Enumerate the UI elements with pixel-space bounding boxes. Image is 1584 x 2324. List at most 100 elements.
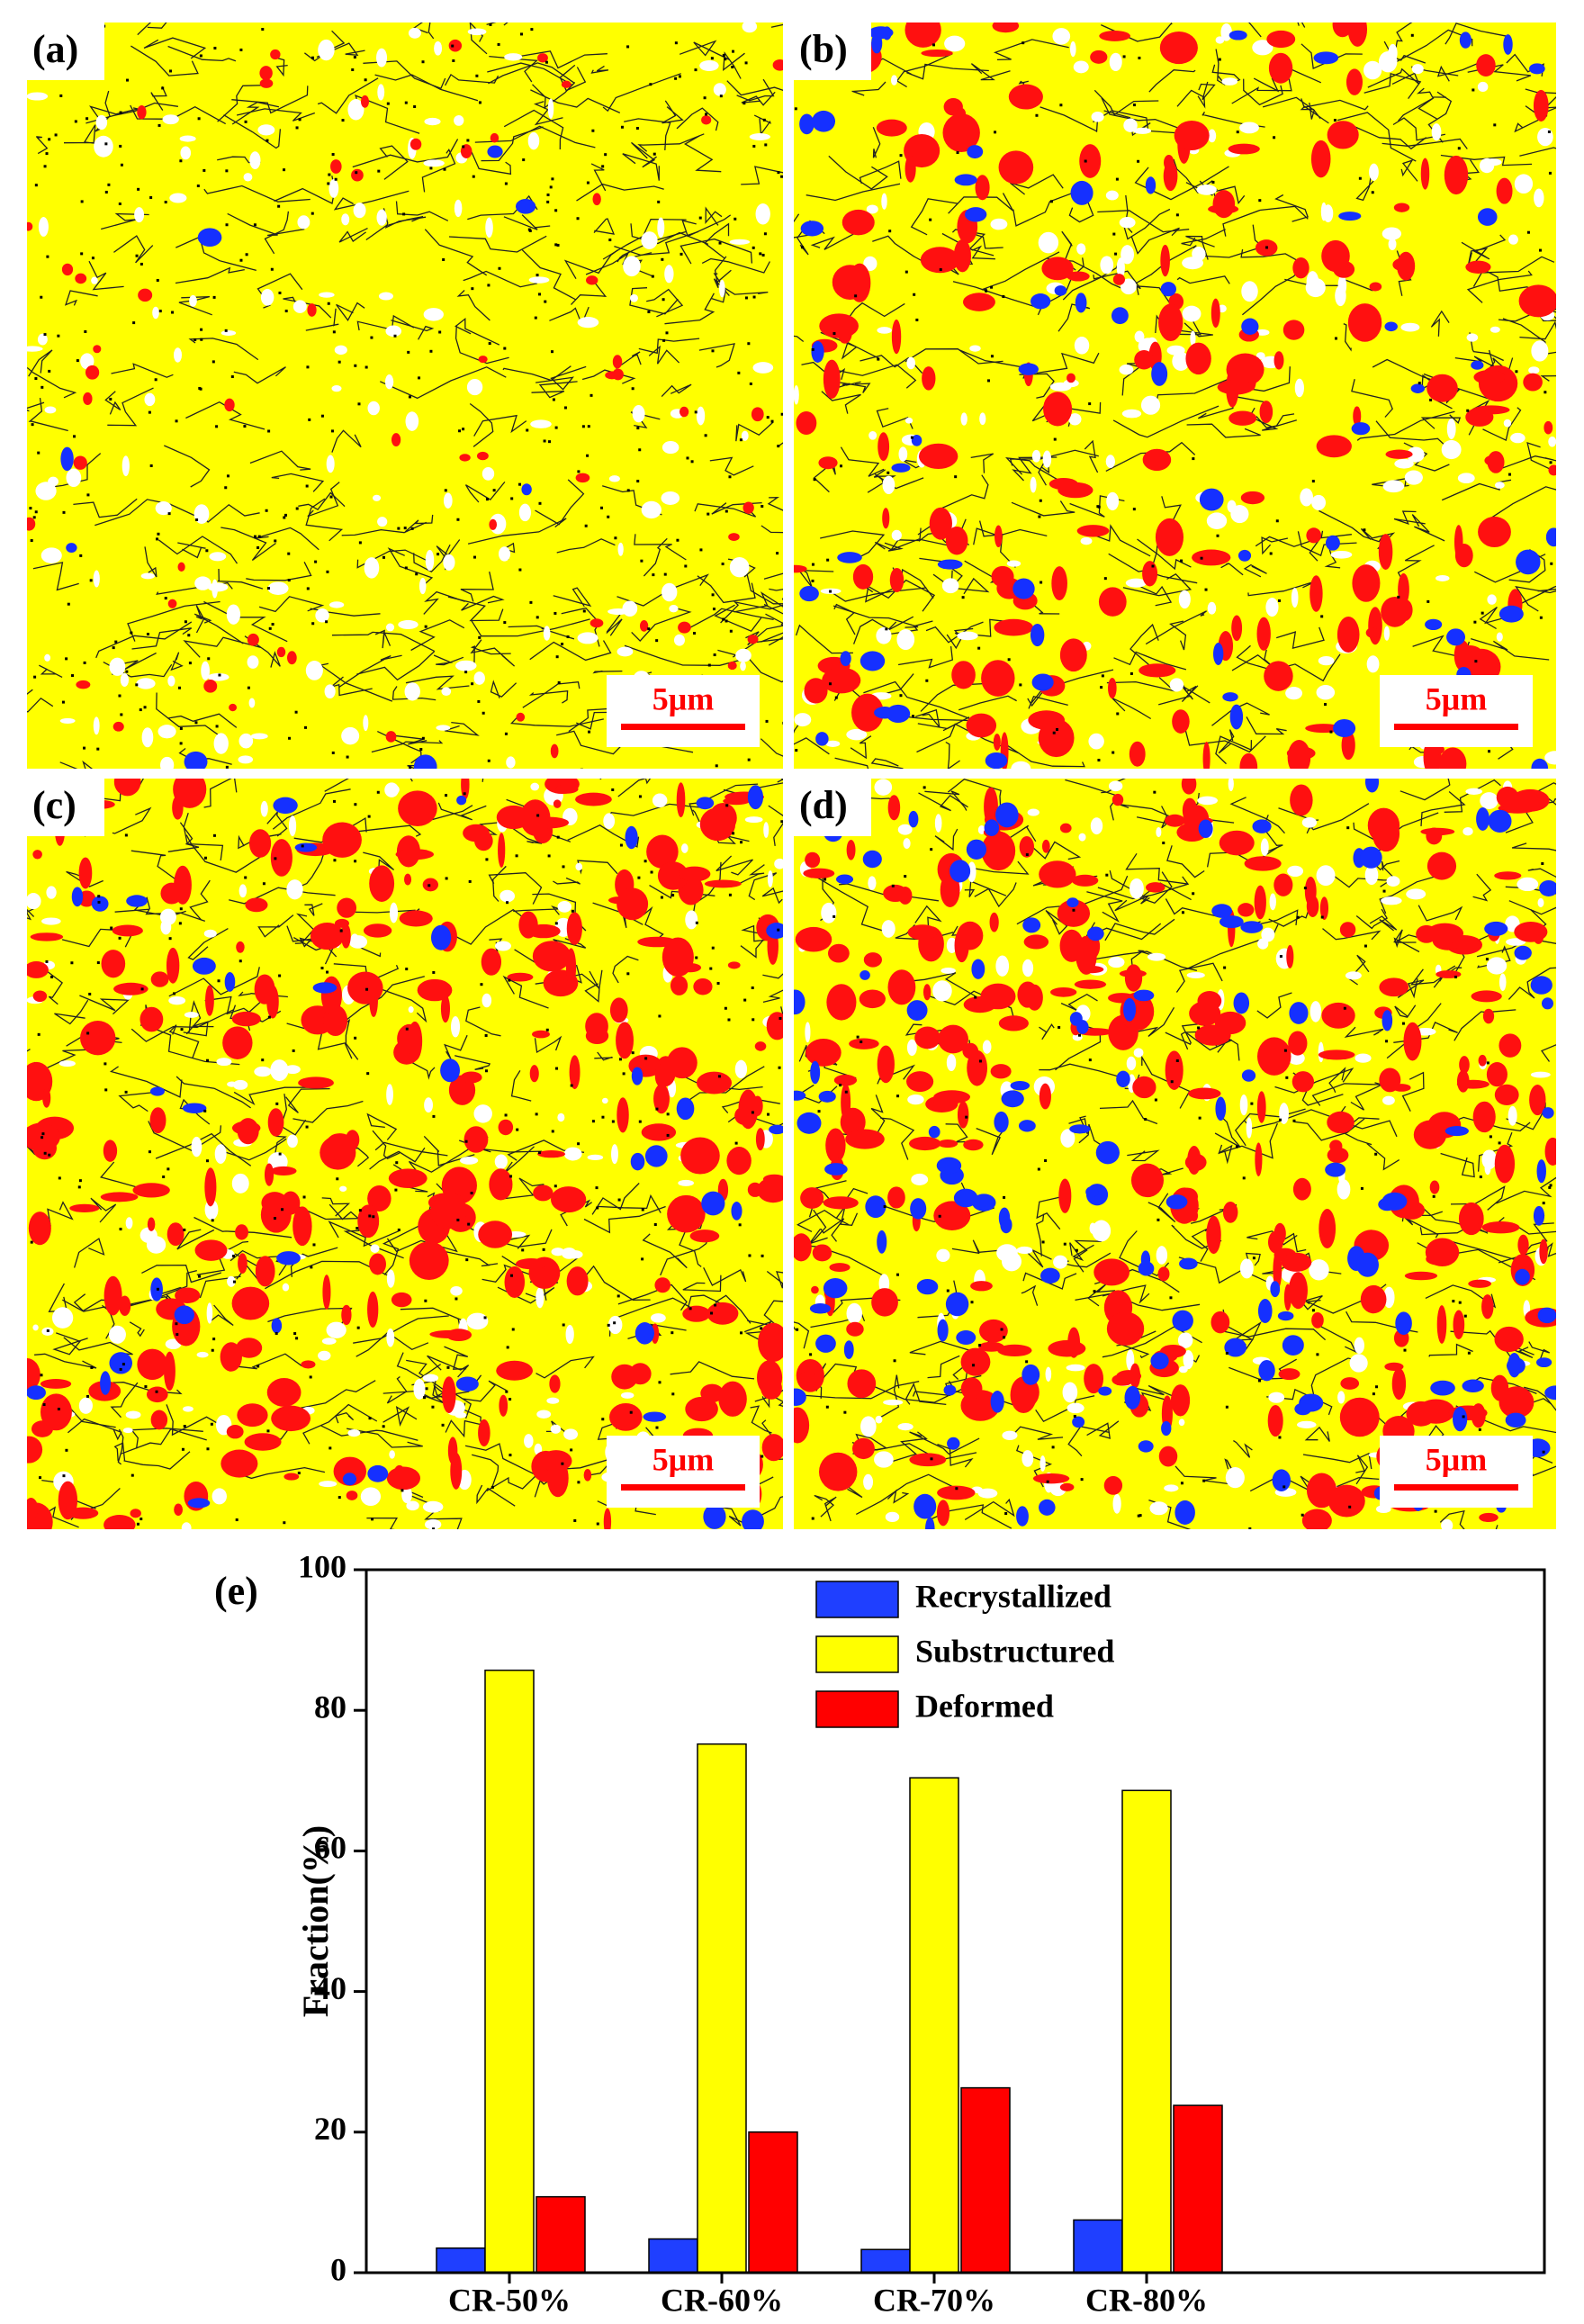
grain-boundary: [176, 236, 256, 272]
grain: [954, 174, 977, 186]
grain: [1182, 257, 1203, 270]
pixel-dot: [591, 129, 595, 132]
grain: [1019, 835, 1035, 858]
grain: [657, 217, 665, 239]
grain: [126, 895, 148, 907]
grain: [347, 971, 383, 1004]
grain: [1210, 1311, 1230, 1334]
pixel-dot: [1225, 1405, 1228, 1409]
grain: [478, 1221, 513, 1248]
grain: [946, 1054, 957, 1072]
grain: [1400, 322, 1420, 332]
grain: [389, 902, 399, 923]
pixel-dot: [432, 1114, 436, 1118]
pixel-dot: [519, 32, 523, 36]
pixel-dot: [571, 909, 574, 913]
pixel-dot: [1429, 398, 1433, 401]
grain-boundary: [1541, 1242, 1556, 1257]
grain: [1530, 1071, 1551, 1078]
pixel-dot: [751, 1111, 754, 1114]
grain-boundary: [1214, 1115, 1241, 1148]
grain: [922, 366, 936, 391]
grain-boundary: [795, 624, 853, 654]
grain: [754, 1041, 767, 1051]
pixel-dot: [34, 377, 38, 381]
grain: [752, 362, 774, 374]
grain-boundary: [1184, 729, 1266, 753]
grain: [1057, 899, 1091, 927]
grain-boundary: [1075, 1293, 1201, 1311]
grain: [341, 923, 351, 949]
grain-boundary: [741, 91, 776, 106]
pixel-dot: [205, 549, 209, 553]
pixel-dot: [295, 507, 299, 510]
grain: [823, 359, 841, 399]
pixel-dot: [1025, 1360, 1029, 1364]
grain: [1174, 1500, 1195, 1525]
grain: [537, 53, 548, 63]
pixel-dot: [78, 1179, 82, 1183]
grain-boundary: [796, 1209, 850, 1232]
grain: [1439, 747, 1467, 769]
grain: [1457, 473, 1475, 484]
pixel-dot: [618, 1058, 622, 1061]
grain: [122, 1428, 133, 1434]
pixel-dot: [780, 175, 783, 178]
grain: [455, 660, 477, 671]
grain-boundary: [862, 579, 936, 612]
grain: [794, 1233, 812, 1262]
pixel-dot: [485, 498, 489, 501]
grain: [653, 1084, 670, 1114]
grain-boundary: [1178, 1257, 1277, 1287]
pixel-dot: [382, 555, 385, 559]
grain-boundary: [581, 369, 636, 384]
grain: [1121, 409, 1142, 419]
grain: [1537, 897, 1544, 908]
grain: [630, 1152, 645, 1171]
pixel-dot: [922, 786, 926, 789]
grain: [1306, 1473, 1337, 1509]
pixel-dot: [438, 330, 442, 334]
grain: [407, 1021, 423, 1061]
grain-boundary: [742, 1496, 783, 1526]
map-background: [27, 779, 783, 1529]
grain: [1487, 594, 1497, 605]
bar: [1121, 1789, 1172, 2274]
grain-boundary: [118, 1091, 157, 1112]
pixel-dot: [536, 274, 539, 277]
pixel-dot: [253, 535, 256, 538]
pixel-dot: [538, 293, 542, 296]
grain: [680, 1137, 720, 1175]
pixel-dot: [811, 1517, 814, 1520]
pixel-dot: [443, 167, 446, 171]
grain: [1325, 1162, 1346, 1177]
grain: [851, 1437, 875, 1460]
pixel-dot: [194, 338, 197, 341]
grain: [1436, 1305, 1447, 1344]
grain-boundary: [1393, 510, 1426, 525]
grain-boundary: [584, 970, 600, 1003]
label-box: [794, 779, 871, 836]
grain: [169, 193, 187, 203]
pixel-dot: [364, 365, 368, 369]
grain: [422, 1374, 439, 1383]
pixel-dot: [30, 1240, 33, 1244]
pixel-dot: [503, 347, 507, 350]
grain: [440, 995, 451, 1023]
pixel-dot: [456, 518, 460, 521]
pixel-dot: [270, 267, 274, 271]
pixel-dot: [557, 680, 561, 684]
grain-boundary: [716, 269, 769, 295]
map-background: [27, 23, 783, 769]
grain: [1085, 1186, 1099, 1198]
grain: [496, 1360, 533, 1381]
grain-boundary: [128, 1269, 197, 1307]
pixel-dot: [1300, 1513, 1304, 1517]
pixel-dot: [1547, 130, 1551, 133]
pixel-dot: [40, 1374, 43, 1377]
pixel-dot: [1265, 246, 1269, 249]
grain: [399, 910, 433, 927]
grain: [1134, 330, 1145, 343]
grain-boundary: [290, 1247, 338, 1277]
grain: [27, 92, 49, 101]
